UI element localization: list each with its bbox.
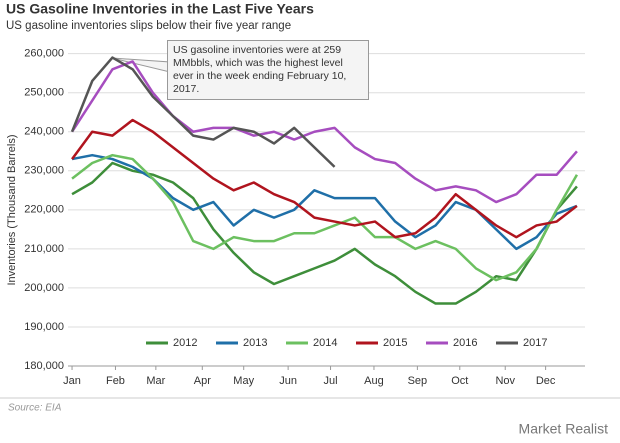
x-tick-label: Jul [324,375,338,387]
legend-label: 2013 [243,337,267,349]
legend-label: 2016 [453,337,477,349]
series-line [70,60,578,204]
y-tick-label: 230,000 [24,165,64,177]
series-line [71,118,578,239]
y-tick-label: 200,000 [24,282,64,294]
x-tick-label: Oct [451,375,468,387]
series-line [70,56,336,168]
x-tick-label: Dec [536,375,556,387]
y-axis-label: Inventories (Thousand Barrels) [6,134,18,285]
series-line [71,153,579,282]
y-tick-label: 260,000 [24,48,64,60]
watermark: Market Realist [519,421,609,437]
x-tick-label: Nov [495,375,515,387]
x-tick-label: Sep [408,375,428,387]
y-tick-label: 180,000 [24,360,64,372]
source: Source: EIA [8,403,62,414]
legend-label: 2014 [313,337,337,349]
x-tick-label: Jun [279,375,297,387]
chart-title: US Gasoline Inventories in the Last Five… [6,1,314,17]
legend-label: 2015 [383,337,407,349]
x-tick-label: Apr [194,375,211,387]
y-tick-label: 190,000 [24,321,64,333]
x-tick-label: Jan [63,375,81,387]
chart-subtitle: US gasoline inventories slips below thei… [6,20,291,32]
annotation: US gasoline inventories were at 259 MMbb… [167,40,369,100]
x-tick-label: Aug [364,375,384,387]
x-tick-label: Feb [106,375,125,387]
x-tick-label: May [233,375,254,387]
y-tick-label: 220,000 [24,204,64,216]
x-tick-label: Mar [146,375,165,387]
legend-label: 2017 [523,337,547,349]
legend-label: 2012 [173,337,197,349]
y-tick-label: 210,000 [24,243,64,255]
y-tick-label: 240,000 [24,126,64,138]
y-tick-label: 250,000 [24,87,64,99]
